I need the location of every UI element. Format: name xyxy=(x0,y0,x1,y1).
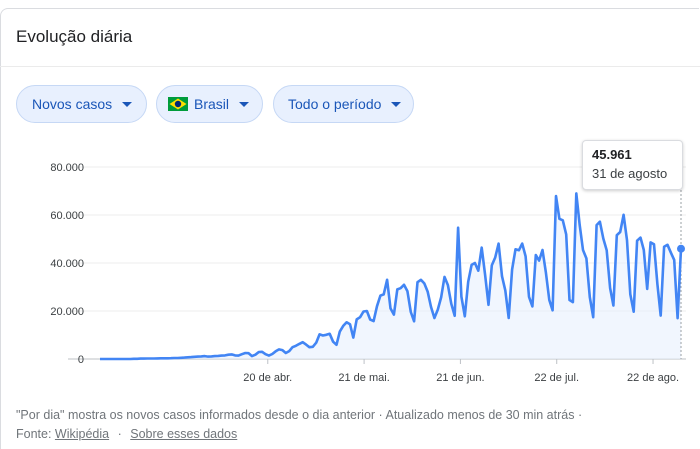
source-prefix: Fonte: xyxy=(16,427,52,441)
y-tick-label: 0 xyxy=(78,354,84,366)
about-data-link[interactable]: Sobre esses dados xyxy=(130,427,238,441)
x-tick-label: 21 de jun. xyxy=(436,372,484,384)
footer-separator: · xyxy=(117,427,122,441)
series-area xyxy=(100,193,681,359)
period-dropdown[interactable]: Todo o período xyxy=(273,85,414,123)
y-tick-label: 40.000 xyxy=(50,258,84,270)
caret-down-icon xyxy=(239,101,250,107)
country-dropdown-label: Brasil xyxy=(194,96,230,112)
x-tick-label: 20 de abr. xyxy=(243,372,292,384)
header-divider xyxy=(0,66,700,67)
chart-card xyxy=(0,8,699,449)
x-tick-label: 22 de jul. xyxy=(534,372,579,384)
period-dropdown-label: Todo o período xyxy=(288,96,382,112)
caret-down-icon xyxy=(391,101,402,107)
series-line xyxy=(100,192,683,361)
y-tick-label: 80.000 xyxy=(50,162,84,174)
footer-source: Fonte: Wikipédia · Sobre esses dados xyxy=(16,427,237,441)
x-tick-label: 22 de ago. xyxy=(627,372,679,384)
x-tick-label: 21 de mai. xyxy=(338,372,389,384)
tooltip-value: 45.961 xyxy=(592,147,632,162)
country-dropdown[interactable]: Brasil xyxy=(156,85,263,123)
daily-cases-chart[interactable]: 0 20.000 40.000 60.000 80.000 20 de abr. 21 de… xyxy=(0,130,700,390)
metric-dropdown[interactable]: Novos casos xyxy=(16,85,147,123)
tooltip-date: 31 de agosto xyxy=(592,166,668,181)
y-tick-label: 60.000 xyxy=(50,210,84,222)
metric-dropdown-label: Novos casos xyxy=(32,96,113,112)
brazil-flag-icon xyxy=(168,97,188,111)
card-title: Evolução diária xyxy=(16,27,133,46)
y-tick-label: 20.000 xyxy=(50,306,84,318)
wikipedia-link[interactable]: Wikipédia xyxy=(54,427,110,441)
caret-down-icon xyxy=(122,101,133,107)
highlight-point xyxy=(677,244,685,253)
chart-tooltip: 45.961 31 de agosto xyxy=(582,140,683,190)
footer-note: "Por dia" mostra os novos casos informad… xyxy=(16,408,583,422)
